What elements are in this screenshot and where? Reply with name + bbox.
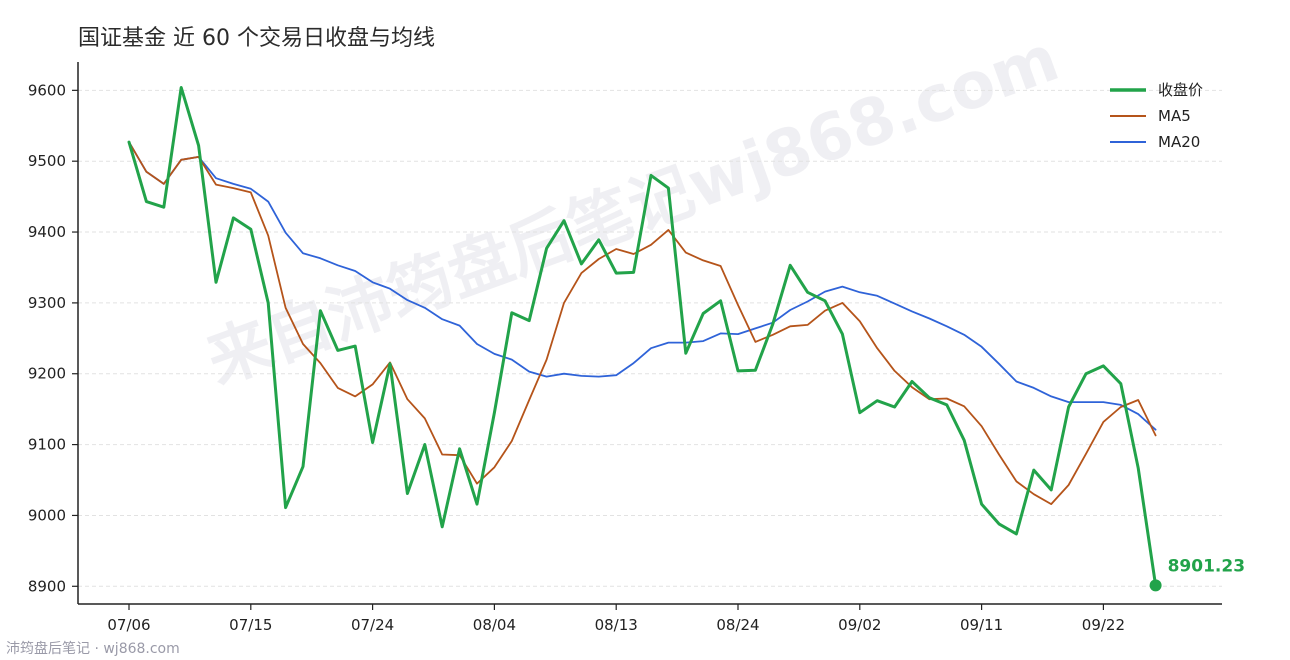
x-tick-label: 09/22 (1082, 616, 1125, 634)
y-tick-label: 8900 (28, 577, 66, 595)
legend: 收盘价 MA5 MA20 (1110, 81, 1203, 151)
watermark-text: 来自沛筠盘后笔记wj868.com (198, 22, 1069, 399)
x-tick-label: 08/13 (595, 616, 638, 634)
series-line-close (127, 86, 1158, 587)
y-tick-label: 9500 (28, 152, 66, 170)
last-point-marker-group: 8901.23 (1149, 556, 1245, 592)
y-tick-label: 9100 (28, 436, 66, 454)
y-tick-label: 9600 (28, 81, 66, 99)
legend-label: MA20 (1158, 133, 1200, 151)
x-tick-label: 07/06 (107, 616, 150, 634)
grid-lines (78, 89, 1222, 587)
x-tick-label: 08/04 (473, 616, 516, 634)
y-tick-label: 9400 (28, 223, 66, 241)
last-point-marker (1149, 579, 1162, 592)
x-tick-label: 09/02 (838, 616, 881, 634)
y-tick-label: 9000 (28, 506, 66, 524)
legend-label: MA5 (1158, 107, 1191, 125)
legend-label: 收盘价 (1158, 81, 1203, 99)
y-tick-label: 9300 (28, 294, 66, 312)
y-tick-label: 9200 (28, 365, 66, 383)
axes: 8900 9000 9100 9200 9300 9400 9500 9600 07/06 07/… (28, 62, 1222, 634)
footer-credit: 沛筠盘后笔记 · wj868.com (6, 640, 180, 657)
series-line-ma20 (128, 141, 1157, 431)
series-line-ma5 (128, 141, 1157, 506)
x-tick-label: 07/15 (229, 616, 272, 634)
series-group (127, 86, 1158, 587)
chart-title: 国证基金 近 60 个交易日收盘与均线 (78, 26, 435, 51)
x-tick-label: 07/24 (351, 616, 394, 634)
last-point-label: 8901.23 (1168, 556, 1245, 576)
x-tick-label: 09/11 (960, 616, 1003, 634)
x-tick-label: 08/24 (716, 616, 759, 634)
